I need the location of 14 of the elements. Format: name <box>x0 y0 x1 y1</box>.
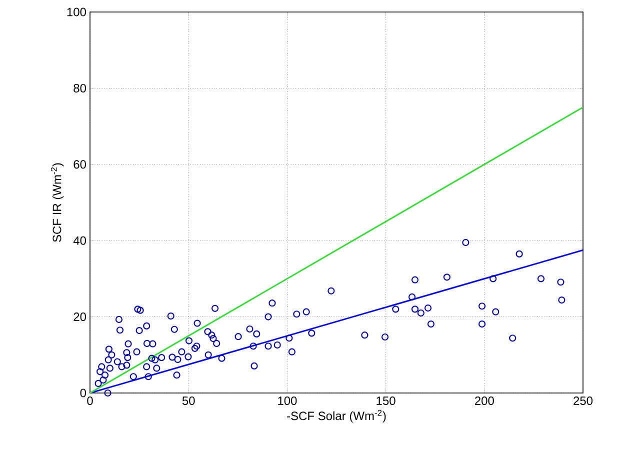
y-tick-label: 40 <box>73 236 86 245</box>
x-tick-label: 0 <box>87 396 93 406</box>
y-tick-label: 0 <box>80 388 86 398</box>
x-tick-label: 50 <box>182 396 195 406</box>
y-tick-label: 100 <box>67 8 86 16</box>
x-tick-label: 150 <box>376 396 396 406</box>
y-tick-label: 60 <box>74 160 86 169</box>
x-tick-label: 250 <box>574 396 593 406</box>
y-tick-label: 20 <box>74 312 86 322</box>
y-axis-title: SCF IR (Wm$^{-2}$) <box>50 163 64 242</box>
x-axis-title: -SCF Solar (Wm$^{-2}$) <box>287 410 386 423</box>
y-tick-label: 80 <box>74 84 86 92</box>
x-tick-label: 100 <box>278 396 297 406</box>
x-tick-label: 200 <box>475 396 494 406</box>
